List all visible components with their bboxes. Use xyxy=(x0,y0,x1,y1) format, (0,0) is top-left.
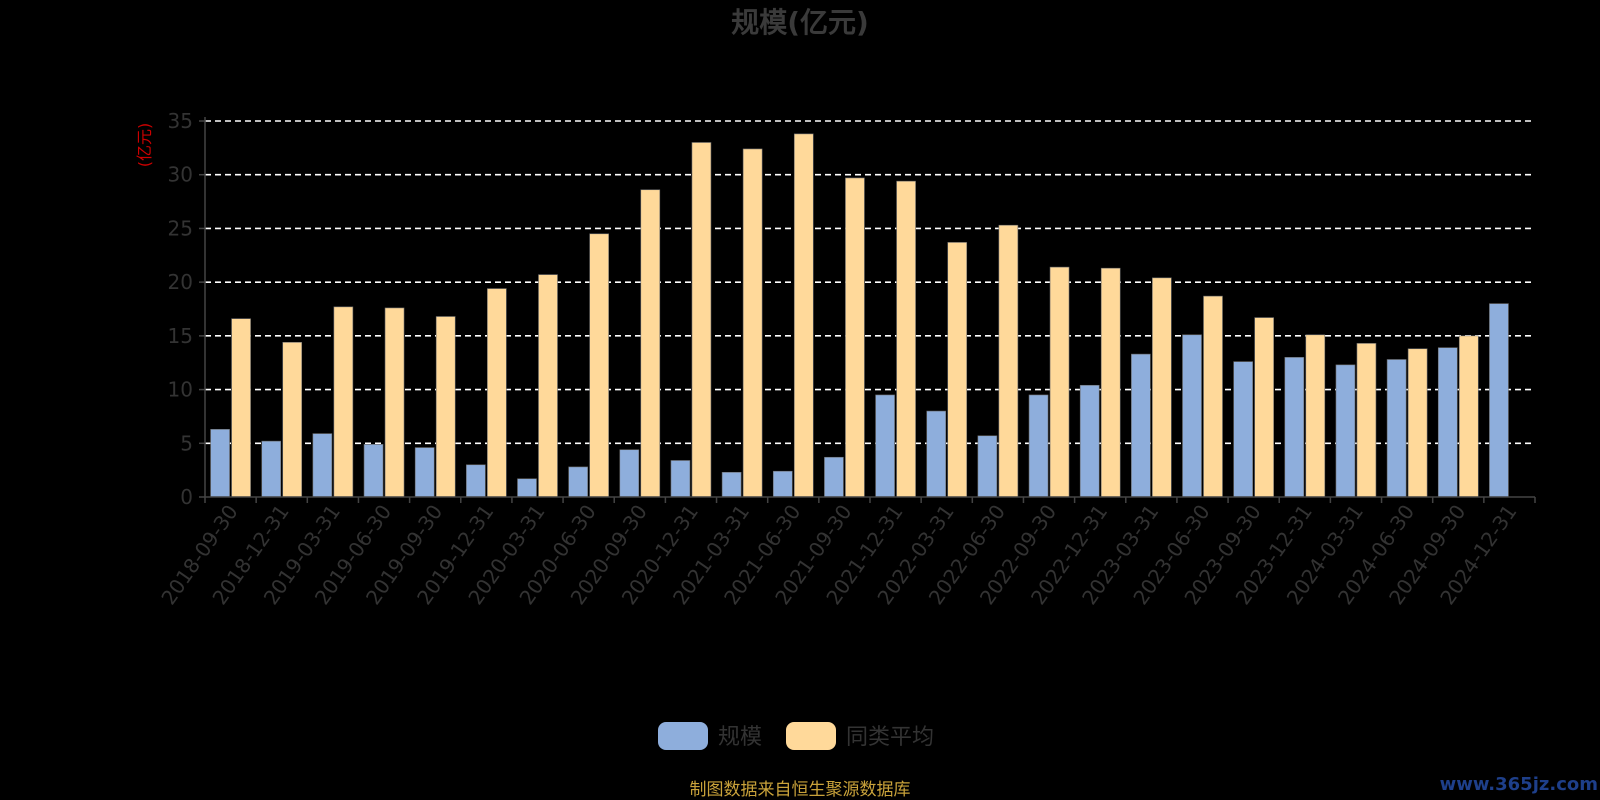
bar-scale xyxy=(568,466,588,498)
y-tick-label: 0 xyxy=(180,485,193,509)
y-tick-label: 35 xyxy=(168,109,193,133)
bar-scale xyxy=(1028,394,1049,498)
bar-peer-average xyxy=(793,133,814,498)
legend-swatch xyxy=(658,722,708,750)
bar-peer-average xyxy=(1458,335,1479,498)
legend: 规模 同类平均 xyxy=(658,722,934,750)
bar-peer-average xyxy=(896,180,916,498)
bar-scale xyxy=(261,440,282,498)
bar-scale xyxy=(210,429,230,498)
y-tick-label: 15 xyxy=(168,324,193,348)
bar-peer-average xyxy=(333,306,354,498)
bar-peer-average xyxy=(1049,266,1070,498)
bar-peer-average xyxy=(1305,334,1326,498)
bar-peer-average xyxy=(1203,295,1223,498)
bar-peer-average xyxy=(1254,317,1274,498)
bar-scale xyxy=(926,410,947,498)
bar-scale xyxy=(721,471,742,498)
bar-scale xyxy=(414,447,435,498)
bar-peer-average xyxy=(1407,348,1428,498)
watermark: www.365jz.com xyxy=(1440,774,1598,795)
legend-swatch xyxy=(786,722,836,750)
y-tick-label: 10 xyxy=(168,378,193,402)
bar-peer-average xyxy=(845,177,865,498)
x-tick-labels: 2018-09-302018-12-312019-03-312019-06-30… xyxy=(156,497,1536,609)
bar-peer-average xyxy=(1152,277,1172,498)
bar-peer-average xyxy=(231,318,251,498)
bar-scale xyxy=(977,435,998,498)
bar-scale xyxy=(1335,364,1356,498)
bar-scale xyxy=(1182,334,1202,498)
bar-scale xyxy=(619,449,640,498)
bar-peer-average xyxy=(691,142,712,498)
bar-peer-average xyxy=(538,274,558,498)
y-tick-label: 30 xyxy=(168,163,193,187)
bar-scale xyxy=(363,444,384,498)
bar-peer-average xyxy=(384,307,405,498)
bar-scale xyxy=(517,478,537,498)
grid-lines xyxy=(205,120,1535,445)
bar-peer-average xyxy=(282,342,303,498)
bar-peer-average xyxy=(998,224,1019,498)
bar-scale xyxy=(1079,384,1100,498)
y-tick-label: 5 xyxy=(180,431,193,455)
legend-label: 规模 xyxy=(718,725,762,750)
bar-scale xyxy=(312,433,333,498)
bar-scale xyxy=(824,456,844,498)
bar-scale xyxy=(1437,347,1458,498)
bar-scale xyxy=(875,394,895,498)
bar-peer-average xyxy=(435,316,456,498)
bar-peer-average xyxy=(1100,267,1121,498)
legend-label: 同类平均 xyxy=(846,725,934,750)
bar-peer-average xyxy=(487,288,507,498)
bar-scale xyxy=(466,464,486,498)
bar-peer-average xyxy=(1356,343,1377,498)
bar-scale xyxy=(1131,353,1151,498)
y-tick-label: 25 xyxy=(168,216,193,240)
y-tick-labels: 0 5 10 15 20 25 30 35 xyxy=(168,109,205,509)
bar-scale xyxy=(1386,359,1407,498)
bar-scale xyxy=(1489,303,1509,498)
bar-peer-average xyxy=(742,148,763,498)
bar-peer-average xyxy=(589,233,609,498)
bars-group xyxy=(210,133,1509,498)
chart-title: 规模(亿元) xyxy=(731,6,869,39)
bar-scale xyxy=(772,470,793,498)
bar-scale xyxy=(1284,357,1305,498)
y-tick-label: 20 xyxy=(168,270,193,294)
bar-peer-average xyxy=(640,189,661,498)
data-source-note: 制图数据来自恒生聚源数据库 xyxy=(690,780,911,800)
bar-peer-average xyxy=(947,242,968,498)
y-axis-label: (亿元) xyxy=(135,123,154,168)
bar-scale xyxy=(670,460,691,498)
bar-scale xyxy=(1233,361,1253,498)
